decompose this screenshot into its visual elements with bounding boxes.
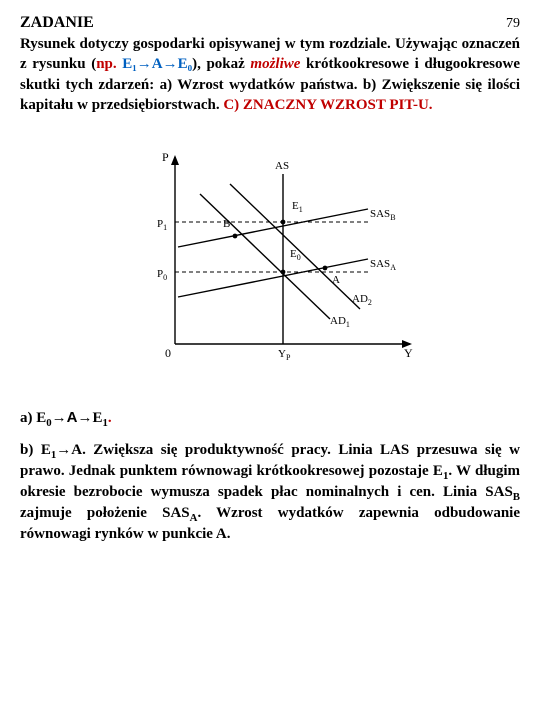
svg-text:B: B: [223, 218, 230, 230]
as-ad-diagram: PY0ASSASBSASAAD2AD1E1E0BAP1P0YP: [120, 139, 420, 379]
answer-b: b) E1→A. Zwiększa się produktywność prac…: [20, 439, 520, 545]
ans-a-prefix: a) E: [20, 410, 46, 426]
svg-text:Y: Y: [404, 346, 413, 360]
diagram-container: PY0ASSASBSASAAD2AD1E1E0BAP1P0YP: [20, 139, 520, 379]
intro-c: C) ZNACZNY WZROST PIT-U.: [223, 97, 432, 113]
intro-eae: E₁→A→E₀: [122, 56, 192, 72]
svg-text:SASB: SASB: [370, 208, 396, 222]
intro-mozliwe: możliwe: [250, 56, 300, 72]
ans-a-dot: .: [108, 410, 112, 426]
title: ZADANIE: [20, 14, 94, 32]
svg-text:AS: AS: [275, 160, 289, 172]
svg-text:A: A: [332, 274, 340, 286]
intro-text-2: ), pokaż: [192, 56, 250, 72]
svg-text:P1: P1: [157, 218, 167, 232]
ans-a-arrow: →A→: [52, 409, 93, 426]
intro-paragraph: Rysunek dotyczy gospodarki opisywanej w …: [20, 34, 520, 115]
header: ZADANIE 79: [20, 14, 520, 32]
svg-text:P0: P0: [157, 268, 167, 282]
answer-b-text: b) E1→A. Zwiększa się produktywność prac…: [20, 442, 520, 542]
svg-text:YP: YP: [278, 348, 291, 362]
intro-np: np.: [96, 56, 116, 72]
ans-a-e: E: [93, 410, 103, 426]
svg-text:AD2: AD2: [352, 293, 372, 307]
svg-text:E1: E1: [292, 200, 303, 214]
svg-text:P: P: [162, 150, 169, 164]
svg-text:0: 0: [165, 346, 171, 360]
page-number: 79: [506, 16, 520, 32]
svg-text:SASA: SASA: [370, 258, 396, 272]
answer-a: a) E0→A→E1.: [20, 409, 520, 427]
svg-text:AD1: AD1: [330, 315, 350, 329]
